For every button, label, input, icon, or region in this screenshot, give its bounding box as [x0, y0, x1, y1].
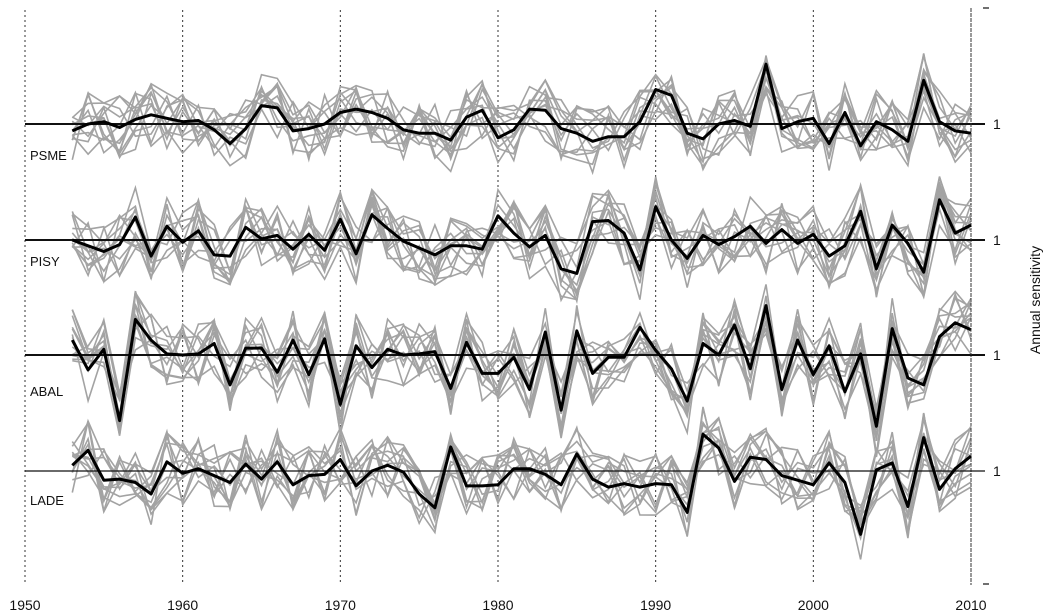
mean-series-psme	[71, 62, 972, 148]
x-tick-label: 2000	[798, 597, 829, 613]
individual-series-psme	[71, 58, 972, 160]
right-y-axis: 1 1 1 1	[970, 7, 1001, 585]
x-tick-label: 1950	[9, 597, 40, 613]
y-reference-label: 1	[993, 232, 1001, 248]
individual-series-pisy	[72, 187, 972, 282]
x-tick-label: 1960	[167, 597, 198, 613]
individual-series-lade	[72, 415, 972, 532]
individual-series-pisy	[71, 183, 972, 285]
individual-series-pisy	[71, 184, 972, 302]
series-label-abal: ABAL	[30, 384, 63, 399]
individual-series-psme	[71, 70, 972, 163]
series-label-psme: PSME	[30, 148, 67, 163]
mean-series-pisy	[71, 198, 972, 275]
x-tick-label: 1980	[482, 597, 513, 613]
y-reference-label: 1	[993, 116, 1001, 132]
series-label-lade: LADE	[30, 493, 64, 508]
mean-series-abal	[70, 304, 972, 428]
mean-series-lines	[70, 62, 972, 536]
x-tick-label: 1990	[640, 597, 671, 613]
y-reference-label: 1	[993, 347, 1001, 363]
x-tick-label: 1970	[325, 597, 356, 613]
individual-series-psme	[72, 53, 972, 166]
y-axis-title: Annual sensitivity	[1027, 246, 1043, 354]
series-labels: PSME PISY ABAL LADE	[30, 148, 67, 508]
x-axis-tick-labels: 1950 1960 1970 1980 1990 2000 2010	[9, 597, 986, 613]
individual-series-lade	[72, 406, 972, 525]
y-reference-label: 1	[993, 463, 1001, 479]
individual-series-psme	[71, 53, 972, 159]
series-label-pisy: PISY	[30, 254, 60, 269]
individual-series-pisy	[71, 188, 972, 301]
mean-series-lade	[71, 432, 972, 536]
individual-series-lade	[71, 418, 972, 560]
individual-series-abal	[72, 291, 972, 418]
individual-series-lade	[71, 413, 972, 539]
individual-series-pisy	[71, 184, 972, 300]
individual-series-lade	[71, 417, 972, 526]
individual-series-pisy	[71, 184, 972, 298]
x-tick-label: 2010	[955, 597, 986, 613]
reference-lines	[25, 123, 985, 472]
